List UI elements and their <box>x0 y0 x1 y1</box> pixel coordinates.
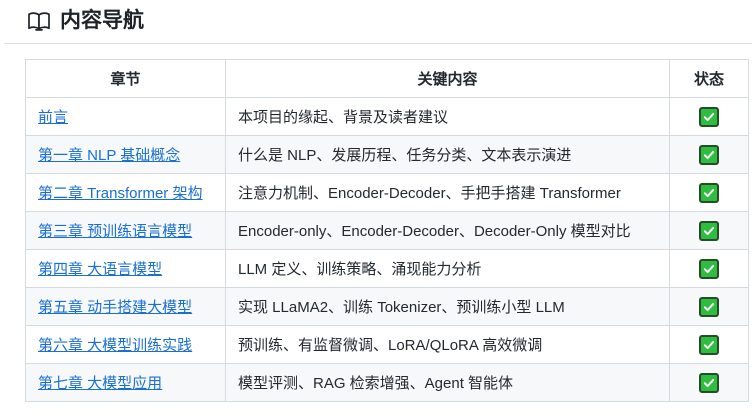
content-text: Encoder-only、Encoder-Decoder、Decoder-Onl… <box>238 223 631 240</box>
chapter-link[interactable]: 第七章 大模型应用 <box>38 375 163 392</box>
chapter-cell: 前言 <box>25 97 226 136</box>
status-cell <box>669 211 749 250</box>
table-row: 第五章 动手搭建大模型 实现 LLaMA2、训练 Tokenizer、预训练小型 … <box>25 287 749 326</box>
table-header-row: 章节 关键内容 状态 <box>25 59 749 98</box>
table-row: 第七章 大模型应用 模型评测、RAG 检索增强、Agent 智能体 <box>25 363 749 402</box>
table-row: 第三章 预训练语言模型 Encoder-only、Encoder-Decoder、… <box>25 211 749 250</box>
status-cell <box>669 173 749 212</box>
chapter-cell: 第二章 Transformer 架构 <box>25 173 226 212</box>
page-title: 内容导航 <box>60 9 144 32</box>
chapter-link[interactable]: 第五章 动手搭建大模型 <box>38 299 193 316</box>
chapter-link[interactable]: 第六章 大模型训练实践 <box>38 337 193 354</box>
chapter-link[interactable]: 第一章 NLP 基础概念 <box>38 147 181 164</box>
status-cell <box>669 363 749 402</box>
heading-divider <box>4 43 752 44</box>
column-header-content: 关键内容 <box>225 59 670 98</box>
chapter-link[interactable]: 第二章 Transformer 架构 <box>38 185 203 202</box>
contents-table: 章节 关键内容 状态 前言 本项目的缘起、背景及读者建议第一章 NLP 基础概念 什… <box>25 59 749 402</box>
content-text: 本项目的缘起、背景及读者建议 <box>238 109 449 126</box>
check-mark-icon <box>699 106 719 127</box>
chapter-link[interactable]: 第三章 预训练语言模型 <box>38 223 193 240</box>
content-cell: Encoder-only、Encoder-Decoder、Decoder-Onl… <box>225 211 670 250</box>
status-cell <box>669 287 749 326</box>
check-mark-icon <box>699 182 719 203</box>
content-text: 实现 LLaMA2、训练 Tokenizer、预训练小型 LLM <box>238 299 565 316</box>
content-cell: 什么是 NLP、发展历程、任务分类、文本表示演进 <box>225 135 670 174</box>
content-text: 模型评测、RAG 检索增强、Agent 智能体 <box>238 375 514 392</box>
content-text: 什么是 NLP、发展历程、任务分类、文本表示演进 <box>238 147 572 164</box>
content-text: 注意力机制、Encoder-Decoder、手把手搭建 Transformer <box>238 185 621 202</box>
section-heading: 内容导航 <box>27 9 752 33</box>
table-row: 第一章 NLP 基础概念 什么是 NLP、发展历程、任务分类、文本表示演进 <box>25 135 749 174</box>
table-row: 前言 本项目的缘起、背景及读者建议 <box>25 97 749 136</box>
check-mark-icon <box>699 258 719 279</box>
content-cell: 本项目的缘起、背景及读者建议 <box>225 97 670 136</box>
content-cell: 实现 LLaMA2、训练 Tokenizer、预训练小型 LLM <box>225 287 670 326</box>
status-cell <box>669 249 749 288</box>
table-row: 第二章 Transformer 架构 注意力机制、Encoder-Decoder、… <box>25 173 749 212</box>
content-text: LLM 定义、训练策略、涌现能力分析 <box>238 261 482 278</box>
content-text: 预训练、有监督微调、LoRA/QLoRA 高效微调 <box>238 337 543 354</box>
column-header-chapter: 章节 <box>25 59 226 98</box>
chapter-link[interactable]: 第四章 大语言模型 <box>38 261 163 278</box>
open-book-icon <box>27 11 51 32</box>
chapter-cell: 第四章 大语言模型 <box>25 249 226 288</box>
chapter-cell: 第六章 大模型训练实践 <box>25 325 226 364</box>
table-row: 第六章 大模型训练实践 预训练、有监督微调、LoRA/QLoRA 高效微调 <box>25 325 749 364</box>
status-cell <box>669 325 749 364</box>
content-cell: LLM 定义、训练策略、涌现能力分析 <box>225 249 670 288</box>
status-cell <box>669 97 749 136</box>
column-header-status: 状态 <box>669 59 749 98</box>
check-mark-icon <box>699 372 719 393</box>
chapter-cell: 第一章 NLP 基础概念 <box>25 135 226 174</box>
content-cell: 模型评测、RAG 检索增强、Agent 智能体 <box>225 363 670 402</box>
chapter-cell: 第五章 动手搭建大模型 <box>25 287 226 326</box>
chapter-cell: 第七章 大模型应用 <box>25 363 226 402</box>
content-page: 内容导航 章节 关键内容 状态 前言 本项目的缘起、背景及读者建议第一章 NLP … <box>0 9 752 402</box>
chapter-cell: 第三章 预训练语言模型 <box>25 211 226 250</box>
check-mark-icon <box>699 220 719 241</box>
check-mark-icon <box>699 296 719 317</box>
chapter-link[interactable]: 前言 <box>38 109 69 126</box>
content-cell: 注意力机制、Encoder-Decoder、手把手搭建 Transformer <box>225 173 670 212</box>
table-row: 第四章 大语言模型 LLM 定义、训练策略、涌现能力分析 <box>25 249 749 288</box>
status-cell <box>669 135 749 174</box>
content-cell: 预训练、有监督微调、LoRA/QLoRA 高效微调 <box>225 325 670 364</box>
check-mark-icon <box>699 144 719 165</box>
check-mark-icon <box>699 334 719 355</box>
